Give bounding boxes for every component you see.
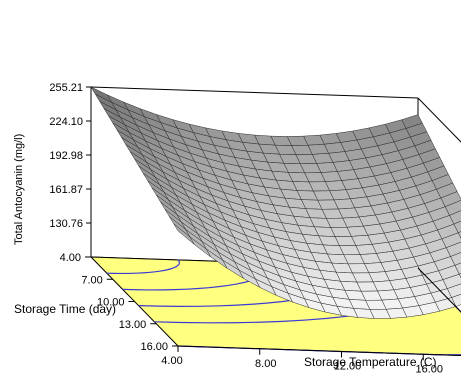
x-tick-label: 16.00 bbox=[415, 363, 443, 374]
y-tick-label: 4.00 bbox=[60, 252, 81, 264]
y-axis: 4.007.00 10.00 13.00 16.00 bbox=[60, 252, 178, 353]
box-edge bbox=[417, 267, 461, 313]
x-tick-label: 4.00 bbox=[161, 355, 182, 367]
response-surface bbox=[90, 86, 461, 319]
y-tick-label: 13.00 bbox=[119, 319, 147, 331]
z-tick-label: 192.98 bbox=[49, 150, 83, 162]
z-axis: 130.76 161.87 192.98 224.10 255.21 bbox=[49, 82, 91, 230]
box-edge bbox=[417, 97, 461, 143]
x-axis-title: Storage Temperature (C) bbox=[304, 355, 437, 369]
z-tick-label: 224.10 bbox=[49, 116, 83, 128]
z-tick-label: 161.87 bbox=[49, 184, 83, 196]
y-tick-label: 16.00 bbox=[140, 341, 168, 353]
box-edge bbox=[90, 86, 419, 99]
y-tick-label: 10.00 bbox=[97, 297, 125, 309]
z-tick-label: 255.21 bbox=[49, 82, 83, 94]
contour-line bbox=[106, 259, 180, 275]
y-tick-label: 7.00 bbox=[81, 274, 102, 286]
y-axis-title: Storage Time (day) bbox=[14, 302, 116, 316]
x-tick-label: 8.00 bbox=[255, 358, 276, 370]
z-tick-label: 130.76 bbox=[49, 218, 83, 230]
surface-cell bbox=[173, 223, 195, 245]
x-tick-label: 12.00 bbox=[334, 361, 362, 373]
z-axis-title: Total Antocyanin (mg/l) bbox=[13, 134, 25, 245]
